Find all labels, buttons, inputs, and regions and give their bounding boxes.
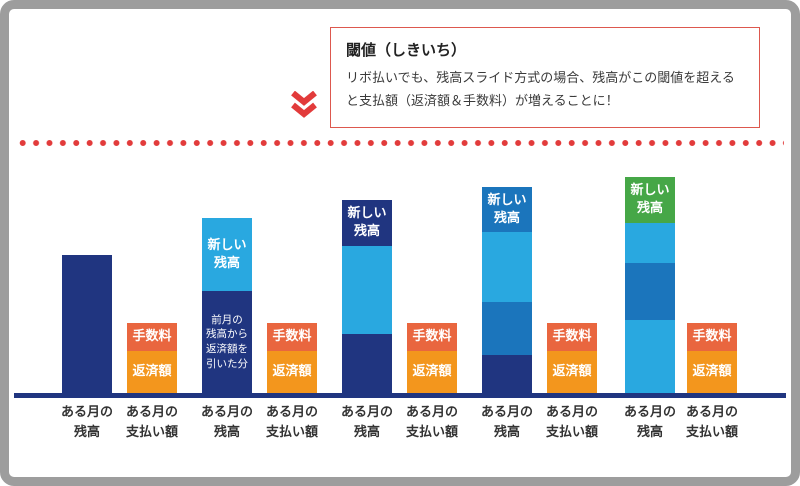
segment-label: 新しい 残高 xyxy=(207,237,247,271)
payment-bar: 手数料 返済額 xyxy=(547,323,597,393)
bar-segment: 返済額 xyxy=(267,351,317,393)
balance-bar: 新しい 残高前月の 残高から 返済額を 引いた分 xyxy=(202,218,252,393)
bar-segment xyxy=(625,320,675,393)
bar-segment: 手数料 xyxy=(687,323,737,351)
bar-segment: 手数料 xyxy=(407,323,457,351)
bar-caption: ある月の 支払い額 xyxy=(405,405,458,441)
balance-bar: 新しい 残高 xyxy=(482,187,532,393)
segment-label: 手数料 xyxy=(272,329,312,345)
bar-segment: 返済額 xyxy=(547,351,597,393)
payment-bar: 手数料 返済額 xyxy=(407,323,457,393)
bar-segment: 新しい 残高 xyxy=(625,177,675,223)
bar-segment: 返済額 xyxy=(127,351,177,393)
bar-segment: 手数料 xyxy=(547,323,597,351)
payment-bar: 手数料 返済額 xyxy=(687,323,737,393)
bar-segment: 手数料 xyxy=(267,323,317,351)
bar-segment xyxy=(62,255,112,393)
segment-label: 手数料 xyxy=(412,329,452,345)
balance-bar xyxy=(62,255,112,393)
payment-bar: 手数料 返済額 xyxy=(267,323,317,393)
payment-bar: 手数料 返済額 xyxy=(127,323,177,393)
bar-caption: ある月の 支払い額 xyxy=(685,405,738,441)
segment-label: 返済額 xyxy=(412,364,452,380)
bar-segment: 新しい 残高 xyxy=(482,187,532,232)
bar-caption: ある月の 残高 xyxy=(60,405,113,441)
bar-caption: ある月の 支払い額 xyxy=(265,405,318,441)
bar-segment: 新しい 残高 xyxy=(202,218,252,291)
bar-segment xyxy=(342,246,392,334)
callout-body: リボ払いでも、残高スライド方式の場合、残高がこの閾値を超えると支払額（返済額＆手… xyxy=(346,71,735,110)
chart-baseline-axis xyxy=(14,393,786,398)
threshold-callout: 閾値（しきいち） リボ払いでも、残高スライド方式の場合、残高がこの閾値を超えると… xyxy=(330,27,760,128)
bar-segment xyxy=(625,223,675,263)
segment-label: 返済額 xyxy=(692,364,732,380)
bar-caption: ある月の 支払い額 xyxy=(545,405,598,441)
bar-caption: ある月の 残高 xyxy=(200,405,253,441)
bar-caption: ある月の 残高 xyxy=(340,405,393,441)
segment-label: 手数料 xyxy=(692,329,732,345)
segment-label: 返済額 xyxy=(132,364,172,380)
segment-label: 返済額 xyxy=(552,364,592,380)
segment-label: 新しい 残高 xyxy=(347,206,387,239)
bar-segment: 返済額 xyxy=(407,351,457,393)
threshold-dotted-line xyxy=(16,139,784,147)
bar-caption: ある月の 残高 xyxy=(623,405,676,441)
segment-label: 手数料 xyxy=(552,329,592,345)
bar-segment: 返済額 xyxy=(687,351,737,393)
segment-label: 手数料 xyxy=(132,329,172,345)
segment-label: 前月の 残高から 返済額を 引いた分 xyxy=(206,313,248,370)
segment-label: 新しい 残高 xyxy=(487,192,527,226)
segment-label: 新しい 残高 xyxy=(630,183,670,216)
bar-caption: ある月の 残高 xyxy=(480,405,533,441)
bar-segment xyxy=(482,302,532,355)
balance-bar: 新しい 残高 xyxy=(342,200,392,393)
bar-caption: ある月の 支払い額 xyxy=(125,405,178,441)
bar-segment xyxy=(625,263,675,320)
bar-segment xyxy=(342,334,392,393)
bar-segment: 新しい 残高 xyxy=(342,200,392,246)
bar-segment: 手数料 xyxy=(127,323,177,351)
double-chevron-down-icon xyxy=(291,91,317,118)
balance-bar: 新しい 残高 xyxy=(625,177,675,393)
bar-segment xyxy=(482,355,532,393)
segment-label: 返済額 xyxy=(272,364,312,380)
bar-segment xyxy=(482,232,532,302)
bar-segment: 前月の 残高から 返済額を 引いた分 xyxy=(202,291,252,393)
callout-title: 閾値（しきいち） xyxy=(346,41,467,59)
